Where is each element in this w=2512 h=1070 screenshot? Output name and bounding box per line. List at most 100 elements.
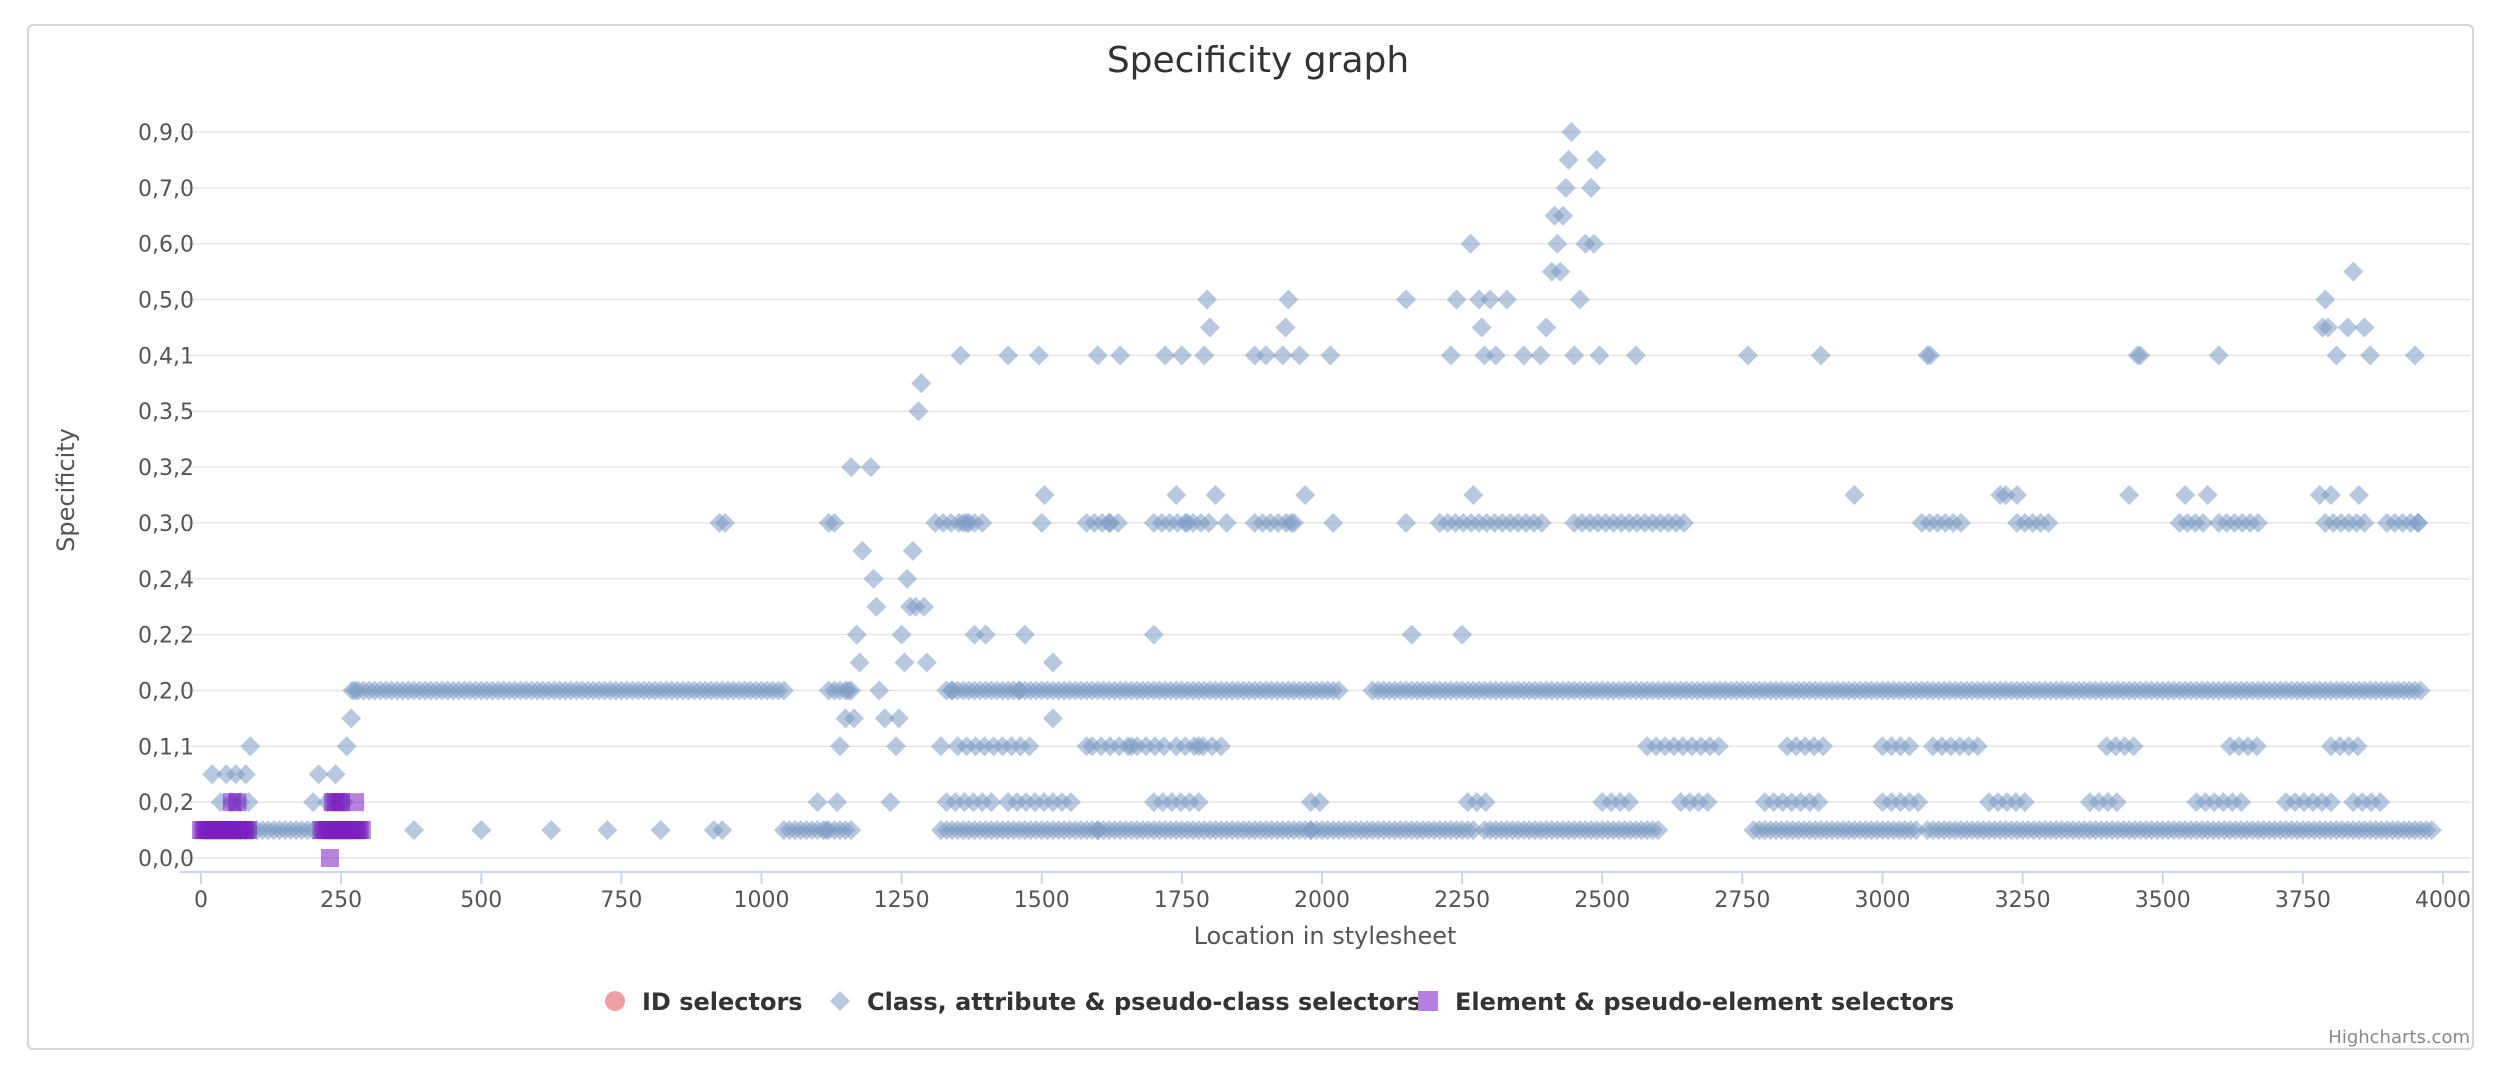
data-point[interactable] xyxy=(650,820,671,841)
data-point[interactable] xyxy=(1278,289,1299,310)
data-point[interactable] xyxy=(1581,177,1602,198)
data-point[interactable] xyxy=(2007,485,2028,505)
data-point[interactable] xyxy=(2318,317,2339,338)
data-point[interactable] xyxy=(239,821,258,840)
data-point[interactable] xyxy=(2014,792,2035,813)
data-point[interactable] xyxy=(1844,485,1865,505)
data-point[interactable] xyxy=(897,568,918,589)
data-point[interactable] xyxy=(2343,261,2364,282)
data-point[interactable] xyxy=(869,680,890,701)
data-point[interactable] xyxy=(1031,512,1052,533)
credits[interactable]: Highcharts.com xyxy=(2328,1027,2470,1048)
data-point[interactable] xyxy=(235,764,256,785)
data-point[interactable] xyxy=(712,820,733,841)
data-point[interactable] xyxy=(308,764,329,785)
data-point[interactable] xyxy=(1530,345,1551,366)
data-point[interactable] xyxy=(2326,345,2347,366)
data-point[interactable] xyxy=(1561,122,1582,142)
data-point[interactable] xyxy=(807,792,828,813)
data-point[interactable] xyxy=(1042,708,1063,729)
data-point[interactable] xyxy=(1995,485,2016,505)
data-point[interactable] xyxy=(2106,792,2127,813)
data-point[interactable] xyxy=(325,764,346,785)
data-point[interactable] xyxy=(1198,512,1219,533)
data-point[interactable] xyxy=(1211,736,1232,757)
data-point[interactable] xyxy=(894,652,915,673)
data-point[interactable] xyxy=(352,821,371,840)
data-point[interactable] xyxy=(1199,317,1220,338)
data-point[interactable] xyxy=(1550,261,1571,282)
data-point[interactable] xyxy=(1808,792,1829,813)
data-point[interactable] xyxy=(1475,792,1496,813)
data-point[interactable] xyxy=(1908,792,1929,813)
data-point[interactable] xyxy=(841,457,862,478)
data-point[interactable] xyxy=(1463,485,1484,505)
data-point[interactable] xyxy=(1463,820,1484,841)
data-point[interactable] xyxy=(863,568,884,589)
data-point[interactable] xyxy=(597,820,618,841)
data-point[interactable] xyxy=(1555,177,1576,198)
data-point[interactable] xyxy=(2315,289,2336,310)
data-point[interactable] xyxy=(2320,792,2341,813)
data-point[interactable] xyxy=(1328,680,1349,701)
data-point[interactable] xyxy=(2360,345,2381,366)
data-point[interactable] xyxy=(1564,345,1585,366)
data-point[interactable] xyxy=(1155,345,1176,366)
data-point[interactable] xyxy=(1188,736,1209,757)
data-point[interactable] xyxy=(2231,792,2252,813)
data-point[interactable] xyxy=(1034,485,1055,505)
data-point[interactable] xyxy=(1110,345,1131,366)
data-point[interactable] xyxy=(1531,512,1552,533)
data-point[interactable] xyxy=(2421,820,2442,841)
data-point[interactable] xyxy=(1099,512,1120,533)
data-point[interactable] xyxy=(838,680,859,701)
data-point[interactable] xyxy=(773,680,794,701)
data-point[interactable] xyxy=(1468,289,1489,310)
data-point[interactable] xyxy=(2354,317,2375,338)
data-point[interactable] xyxy=(1255,345,1276,366)
data-point[interactable] xyxy=(1272,345,1293,366)
data-point[interactable] xyxy=(1440,345,1461,366)
data-point[interactable] xyxy=(1697,792,1718,813)
data-point[interactable] xyxy=(1625,345,1646,366)
data-point[interactable] xyxy=(1452,624,1473,645)
data-point[interactable] xyxy=(975,624,996,645)
data-point[interactable] xyxy=(888,708,909,729)
data-point[interactable] xyxy=(1708,736,1729,757)
data-point[interactable] xyxy=(1513,345,1534,366)
data-point[interactable] xyxy=(1553,205,1574,226)
data-point[interactable] xyxy=(2320,485,2341,505)
data-point[interactable] xyxy=(1619,792,1640,813)
data-point[interactable] xyxy=(2248,512,2269,533)
data-point[interactable] xyxy=(1558,149,1579,170)
data-point[interactable] xyxy=(1197,289,1218,310)
data-point[interactable] xyxy=(972,512,993,533)
data-point[interactable] xyxy=(202,764,223,785)
data-point[interactable] xyxy=(240,736,261,757)
data-point[interactable] xyxy=(2208,345,2229,366)
data-point[interactable] xyxy=(1586,149,1607,170)
data-point[interactable] xyxy=(225,764,246,785)
data-point[interactable] xyxy=(1648,820,1669,841)
data-point[interactable] xyxy=(2197,485,2218,505)
data-point[interactable] xyxy=(911,373,932,394)
data-point[interactable] xyxy=(1396,512,1417,533)
data-point[interactable] xyxy=(1281,512,1302,533)
data-point[interactable] xyxy=(228,793,247,812)
data-point[interactable] xyxy=(981,792,1002,813)
data-point[interactable] xyxy=(1446,289,1467,310)
data-point[interactable] xyxy=(824,512,845,533)
data-point[interactable] xyxy=(1813,736,1834,757)
data-point[interactable] xyxy=(1474,345,1495,366)
data-point[interactable] xyxy=(1042,652,1063,673)
data-point[interactable] xyxy=(1121,736,1142,757)
data-point[interactable] xyxy=(1967,736,1988,757)
data-point[interactable] xyxy=(2246,736,2267,757)
data-point[interactable] xyxy=(332,793,351,812)
data-point[interactable] xyxy=(846,624,867,645)
data-point[interactable] xyxy=(2193,512,2214,533)
data-point[interactable] xyxy=(1166,485,1187,505)
data-point[interactable] xyxy=(1009,680,1030,701)
data-point[interactable] xyxy=(1244,345,1265,366)
data-point[interactable] xyxy=(998,345,1019,366)
